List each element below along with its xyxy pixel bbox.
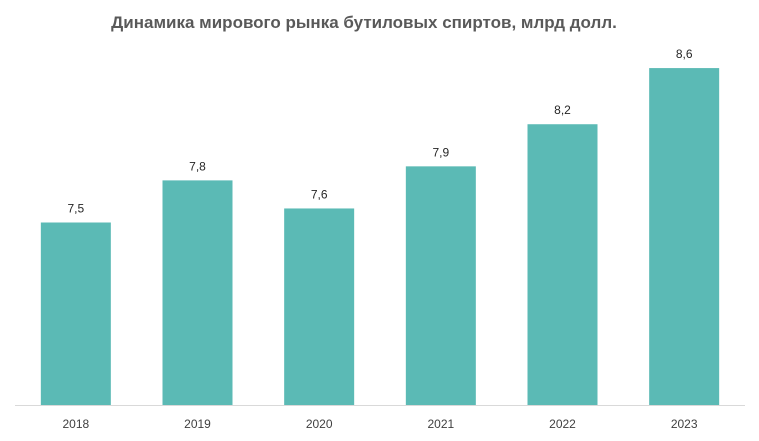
data-label-2018: 7,5 bbox=[67, 202, 84, 216]
chart-title: Динамика мирового рынка бутиловых спирто… bbox=[111, 13, 617, 32]
bar-2022 bbox=[527, 124, 598, 405]
bar-2021 bbox=[405, 166, 476, 405]
x-tick-2020: 2020 bbox=[306, 417, 333, 431]
data-label-2022: 8,2 bbox=[554, 103, 571, 117]
x-tick-2018: 2018 bbox=[62, 417, 89, 431]
data-labels: 7,5 7,8 7,6 7,9 8,2 8,6 bbox=[67, 47, 692, 215]
bar-2023 bbox=[649, 68, 720, 406]
data-label-2021: 7,9 bbox=[432, 145, 449, 159]
bar-2020 bbox=[284, 208, 355, 405]
x-tick-2023: 2023 bbox=[671, 417, 698, 431]
x-tick-2022: 2022 bbox=[549, 417, 576, 431]
data-label-2019: 7,8 bbox=[189, 159, 206, 173]
x-tick-2019: 2019 bbox=[184, 417, 211, 431]
x-tick-2021: 2021 bbox=[427, 417, 454, 431]
x-tick-labels: 2018 2019 2020 2021 2022 2023 bbox=[62, 417, 697, 431]
bar-2019 bbox=[162, 180, 233, 405]
data-label-2023: 8,6 bbox=[676, 47, 693, 61]
bar-2018 bbox=[40, 222, 111, 405]
data-label-2020: 7,6 bbox=[311, 187, 328, 201]
bars-group bbox=[40, 68, 720, 406]
